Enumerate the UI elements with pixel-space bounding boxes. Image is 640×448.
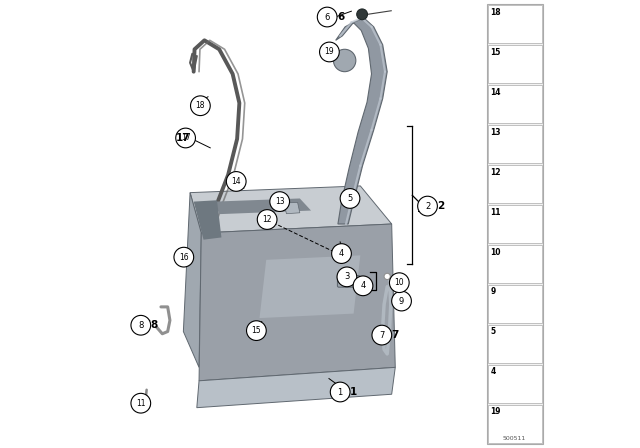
Circle shape	[392, 291, 412, 311]
Circle shape	[384, 273, 390, 280]
Text: 2: 2	[437, 201, 445, 211]
Circle shape	[390, 273, 409, 293]
Text: 6: 6	[337, 12, 344, 22]
Text: 17: 17	[176, 133, 190, 143]
Text: 10: 10	[490, 248, 500, 257]
Circle shape	[191, 96, 210, 116]
Text: 12: 12	[490, 168, 500, 177]
Circle shape	[333, 49, 356, 72]
Circle shape	[330, 382, 350, 402]
Bar	[488, 405, 541, 443]
Text: 5: 5	[490, 327, 495, 336]
Text: 14: 14	[232, 177, 241, 186]
Text: 5: 5	[348, 194, 353, 203]
Text: 6: 6	[324, 13, 330, 22]
Circle shape	[372, 325, 392, 345]
Text: 1: 1	[350, 387, 357, 397]
Text: 4: 4	[339, 249, 344, 258]
Polygon shape	[284, 202, 300, 214]
Circle shape	[337, 267, 356, 287]
Text: 19: 19	[490, 407, 500, 416]
Circle shape	[353, 276, 373, 296]
Circle shape	[131, 315, 150, 335]
Circle shape	[131, 393, 150, 413]
Text: 18: 18	[490, 8, 501, 17]
Text: 9: 9	[399, 297, 404, 306]
Text: 19: 19	[324, 47, 334, 56]
Circle shape	[319, 42, 339, 62]
Bar	[488, 245, 541, 283]
Circle shape	[317, 7, 337, 27]
Polygon shape	[194, 200, 221, 240]
Bar	[486, 4, 543, 444]
Text: 18: 18	[196, 101, 205, 110]
Polygon shape	[336, 18, 387, 224]
Bar	[488, 285, 541, 323]
Text: 1: 1	[337, 388, 343, 396]
Polygon shape	[190, 186, 392, 233]
Text: 8: 8	[150, 320, 158, 330]
Text: 3: 3	[344, 272, 349, 281]
Bar	[488, 365, 541, 403]
Circle shape	[227, 172, 246, 191]
Text: 15: 15	[490, 48, 500, 57]
Circle shape	[340, 189, 360, 208]
Text: 17: 17	[180, 134, 191, 142]
Text: 9: 9	[490, 288, 495, 297]
Circle shape	[270, 192, 289, 211]
Text: 500511: 500511	[503, 436, 526, 441]
Text: 12: 12	[262, 215, 272, 224]
FancyBboxPatch shape	[337, 276, 360, 287]
Bar	[488, 125, 541, 163]
Circle shape	[418, 196, 437, 216]
Text: 11: 11	[490, 207, 500, 217]
Text: 16: 16	[179, 253, 189, 262]
Text: 14: 14	[490, 88, 500, 97]
Text: 4: 4	[360, 281, 365, 290]
Circle shape	[356, 9, 367, 20]
Polygon shape	[215, 198, 311, 214]
Bar	[488, 325, 541, 363]
Bar	[488, 85, 541, 123]
Bar	[488, 205, 541, 243]
Bar	[488, 45, 541, 83]
Circle shape	[257, 210, 277, 229]
Text: 15: 15	[252, 326, 261, 335]
Text: 13: 13	[275, 197, 285, 206]
Text: 10: 10	[394, 278, 404, 287]
Polygon shape	[197, 367, 396, 408]
Text: 4: 4	[490, 367, 495, 376]
Circle shape	[332, 244, 351, 263]
Circle shape	[141, 401, 150, 410]
Bar	[488, 5, 541, 43]
Text: 11: 11	[136, 399, 145, 408]
Circle shape	[246, 321, 266, 340]
Circle shape	[174, 247, 194, 267]
Text: 7: 7	[392, 330, 399, 340]
Polygon shape	[184, 193, 202, 367]
Circle shape	[176, 128, 195, 148]
Text: 7: 7	[379, 331, 385, 340]
Polygon shape	[199, 224, 396, 381]
Text: 2: 2	[425, 202, 430, 211]
Text: 8: 8	[138, 321, 143, 330]
Bar	[488, 165, 541, 203]
Polygon shape	[260, 255, 360, 318]
Text: 13: 13	[490, 128, 500, 137]
